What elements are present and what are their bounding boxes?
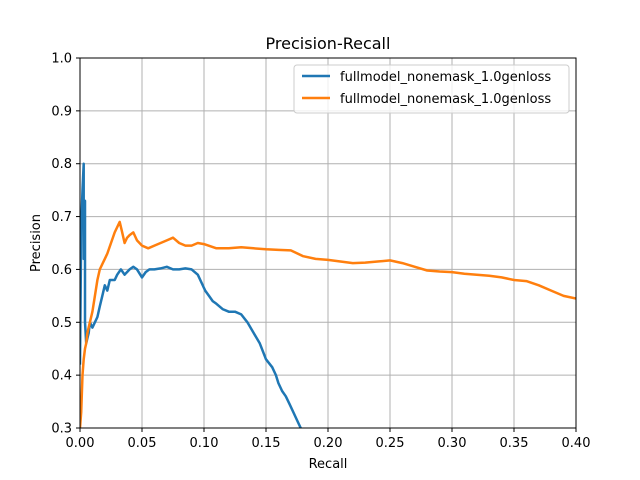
legend-box bbox=[293, 64, 570, 114]
ticks: 0.00 0.05 0.10 0.15 0.20 0.25 0.30 0.35 0.40 0.3 0… bbox=[51, 52, 590, 452]
x-tick-label: 0.20 bbox=[314, 436, 343, 451]
x-tick-label: 0.30 bbox=[438, 436, 467, 451]
x-axis-label: Recall bbox=[309, 457, 348, 472]
y-tick-label: 0.7 bbox=[51, 210, 72, 225]
y-axis-label: Precision bbox=[29, 214, 44, 272]
y-tick-label: 0.4 bbox=[51, 369, 72, 384]
x-tick-label: 0.00 bbox=[66, 436, 95, 451]
chart-title: Precision-Recall bbox=[266, 34, 391, 53]
y-tick-label: 0.6 bbox=[51, 263, 72, 278]
x-tick-label: 0.40 bbox=[562, 436, 591, 451]
x-tick-label: 0.25 bbox=[376, 436, 405, 451]
y-tick-label: 1.0 bbox=[51, 52, 72, 67]
series-layer bbox=[80, 162, 576, 428]
x-tick-label: 0.35 bbox=[500, 436, 529, 451]
series-line-1 bbox=[80, 162, 302, 428]
y-tick-label: 0.9 bbox=[51, 104, 72, 119]
legend: fullmodel_nonemask_1.0genloss fullmodel_… bbox=[293, 64, 570, 114]
legend-label-series-1: fullmodel_nonemask_1.0genloss bbox=[340, 70, 551, 85]
x-tick-label: 0.15 bbox=[252, 436, 281, 451]
y-tick-label: 0.3 bbox=[51, 422, 72, 437]
y-tick-label: 0.8 bbox=[51, 157, 72, 172]
y-tick-label: 0.5 bbox=[51, 316, 72, 331]
x-tick-label: 0.05 bbox=[128, 436, 157, 451]
legend-label-series-2: fullmodel_nonemask_1.0genloss bbox=[340, 92, 551, 107]
series-line-2 bbox=[80, 220, 576, 428]
x-tick-label: 0.10 bbox=[190, 436, 219, 451]
